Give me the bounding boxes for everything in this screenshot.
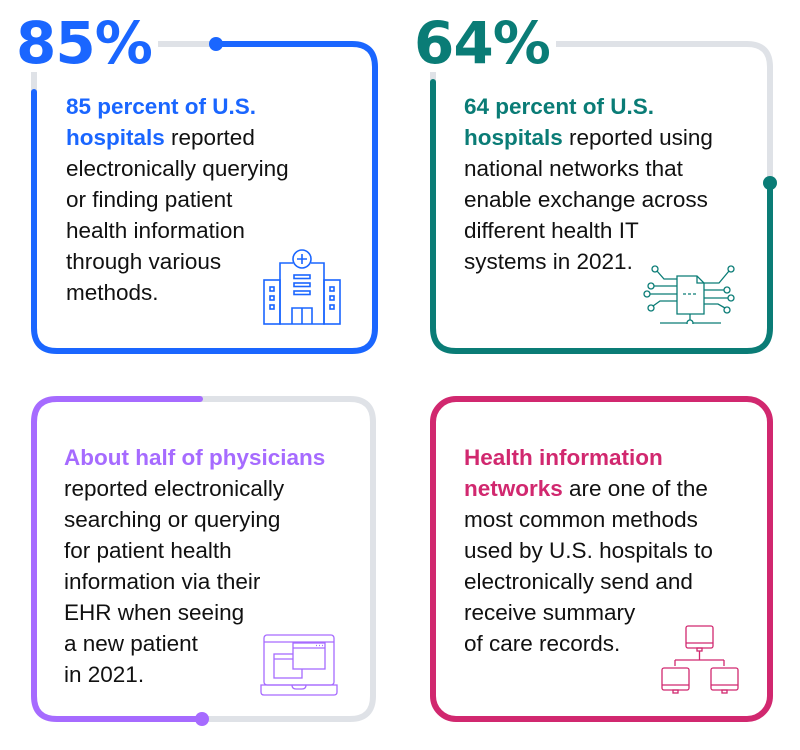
stat-card-hie-networks: Health information networks are one of t… [400, 375, 800, 750]
highlight-text: hospitals [464, 125, 563, 150]
stat-description: About half of physicians reported electr… [64, 442, 325, 690]
card-frame-teal [430, 41, 777, 354]
card-frame-pink [430, 396, 773, 722]
stat-card-physicians-querying: About half of physicians reported electr… [0, 375, 400, 750]
computer-network-icon [661, 625, 739, 694]
stat-description: 64 percent of U.S. hospitals reported us… [464, 91, 713, 277]
description-text: most common methods [464, 507, 698, 532]
stat-card-hospitals-querying: 85% 85 percent of U.S. hospitals reporte… [0, 0, 400, 375]
description-text: different health IT [464, 218, 639, 243]
highlight-text: Health information [464, 445, 663, 470]
network-document-icon [643, 265, 735, 324]
stat-description: 85 percent of U.S. hospitals reported el… [66, 91, 289, 308]
stat-value: 85% [14, 14, 158, 72]
description-text: for patient health [64, 538, 232, 563]
description-text: information via their [64, 569, 261, 594]
stat-description: Health information networks are one of t… [464, 442, 713, 659]
highlight-text: 85 percent of U.S. [66, 94, 257, 119]
description-text: a new patient [64, 631, 198, 656]
card-frame-purple [31, 396, 376, 726]
description-text: used by U.S. hospitals to [464, 538, 713, 563]
description-text: receive summary [464, 600, 636, 625]
description-text: or finding patient [66, 187, 233, 212]
description-text: methods. [66, 280, 159, 305]
description-text: enable exchange across [464, 187, 708, 212]
description-text: of care records. [464, 631, 621, 656]
description-text: searching or querying [64, 507, 281, 532]
highlight-text: networks [464, 476, 563, 501]
description-text: through various [66, 249, 222, 274]
stat-value: 64% [412, 14, 556, 72]
highlight-text: 64 percent of U.S. [464, 94, 655, 119]
highlight-text: hospitals [66, 125, 165, 150]
description-text: reported electronically [64, 476, 285, 501]
hospital-icon [263, 249, 341, 325]
description-text: reported [164, 125, 255, 150]
description-text: reported using [562, 125, 713, 150]
description-text: electronically send and [464, 569, 693, 594]
highlight-text: About half of physicians [64, 445, 326, 470]
laptop-windows-icon [260, 634, 338, 696]
description-text: in 2021. [64, 662, 145, 687]
description-text: EHR when seeing [64, 600, 245, 625]
description-text: are one of the [562, 476, 708, 501]
description-text: national networks that [464, 156, 683, 181]
stat-card-national-networks: 64% 64 percent of U.S. hospitals reporte… [400, 0, 800, 375]
description-text: health information [66, 218, 245, 243]
description-text: systems in 2021. [464, 249, 633, 274]
description-text: electronically querying [66, 156, 289, 181]
